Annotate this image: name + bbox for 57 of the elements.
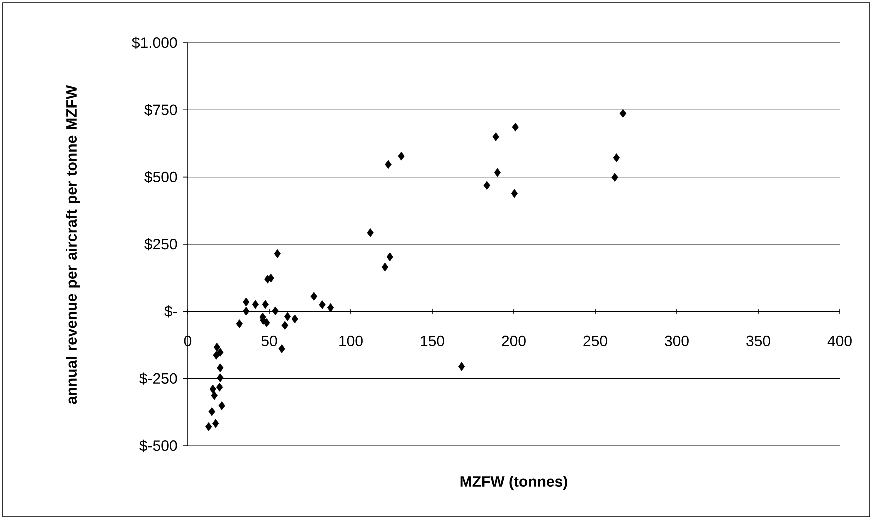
point bbox=[612, 173, 618, 182]
point bbox=[218, 402, 226, 410]
point bbox=[243, 306, 250, 316]
x-tick-label: 300 bbox=[665, 336, 689, 346]
point bbox=[274, 250, 281, 258]
point bbox=[211, 391, 218, 400]
point bbox=[212, 419, 220, 428]
point bbox=[217, 374, 224, 382]
y-tick-label: $-500 bbox=[140, 440, 178, 452]
x-tick-label: 200 bbox=[502, 336, 526, 346]
y-tick-label: $- bbox=[164, 306, 178, 318]
point bbox=[292, 314, 298, 324]
x-axis-title: MZFW (tonnes) bbox=[460, 476, 568, 490]
point bbox=[214, 342, 221, 352]
x-tick-label: 250 bbox=[584, 336, 608, 346]
point bbox=[284, 312, 292, 322]
point bbox=[398, 152, 405, 161]
point bbox=[217, 348, 224, 357]
point bbox=[310, 292, 318, 302]
point bbox=[494, 168, 502, 178]
y-tick-label: $-250 bbox=[140, 372, 178, 385]
point bbox=[262, 300, 269, 310]
point bbox=[613, 154, 620, 162]
point bbox=[272, 306, 279, 316]
point bbox=[216, 383, 224, 392]
point bbox=[492, 132, 500, 142]
point bbox=[620, 109, 627, 118]
point bbox=[208, 407, 216, 416]
point bbox=[217, 364, 224, 372]
x-tick-label: 100 bbox=[340, 336, 363, 346]
point bbox=[252, 300, 259, 310]
point bbox=[458, 362, 466, 372]
y-axis-title: annual revenue per aircraft per tonne MZFW bbox=[66, 85, 80, 404]
point bbox=[319, 300, 326, 310]
y-tick-label: $1.000 bbox=[132, 36, 178, 50]
point bbox=[512, 122, 519, 132]
point bbox=[484, 181, 490, 190]
point bbox=[382, 262, 389, 272]
point bbox=[278, 344, 286, 354]
x-tick-label: 350 bbox=[746, 336, 770, 346]
x-tick-label: 50 bbox=[262, 336, 278, 346]
point bbox=[385, 160, 392, 170]
point bbox=[327, 304, 334, 312]
y-tick-label: $750 bbox=[144, 104, 178, 116]
x-tick-label: 400 bbox=[828, 336, 852, 346]
point bbox=[206, 422, 212, 432]
y-tick-label: $250 bbox=[144, 238, 178, 251]
point bbox=[236, 320, 244, 328]
point bbox=[282, 321, 288, 330]
point bbox=[511, 189, 518, 198]
point bbox=[243, 298, 250, 307]
point bbox=[210, 384, 216, 394]
point bbox=[367, 228, 374, 238]
x-tick-label: 150 bbox=[421, 336, 444, 346]
y-tick-label: $500 bbox=[144, 171, 178, 184]
point bbox=[386, 252, 394, 262]
point bbox=[213, 351, 220, 360]
